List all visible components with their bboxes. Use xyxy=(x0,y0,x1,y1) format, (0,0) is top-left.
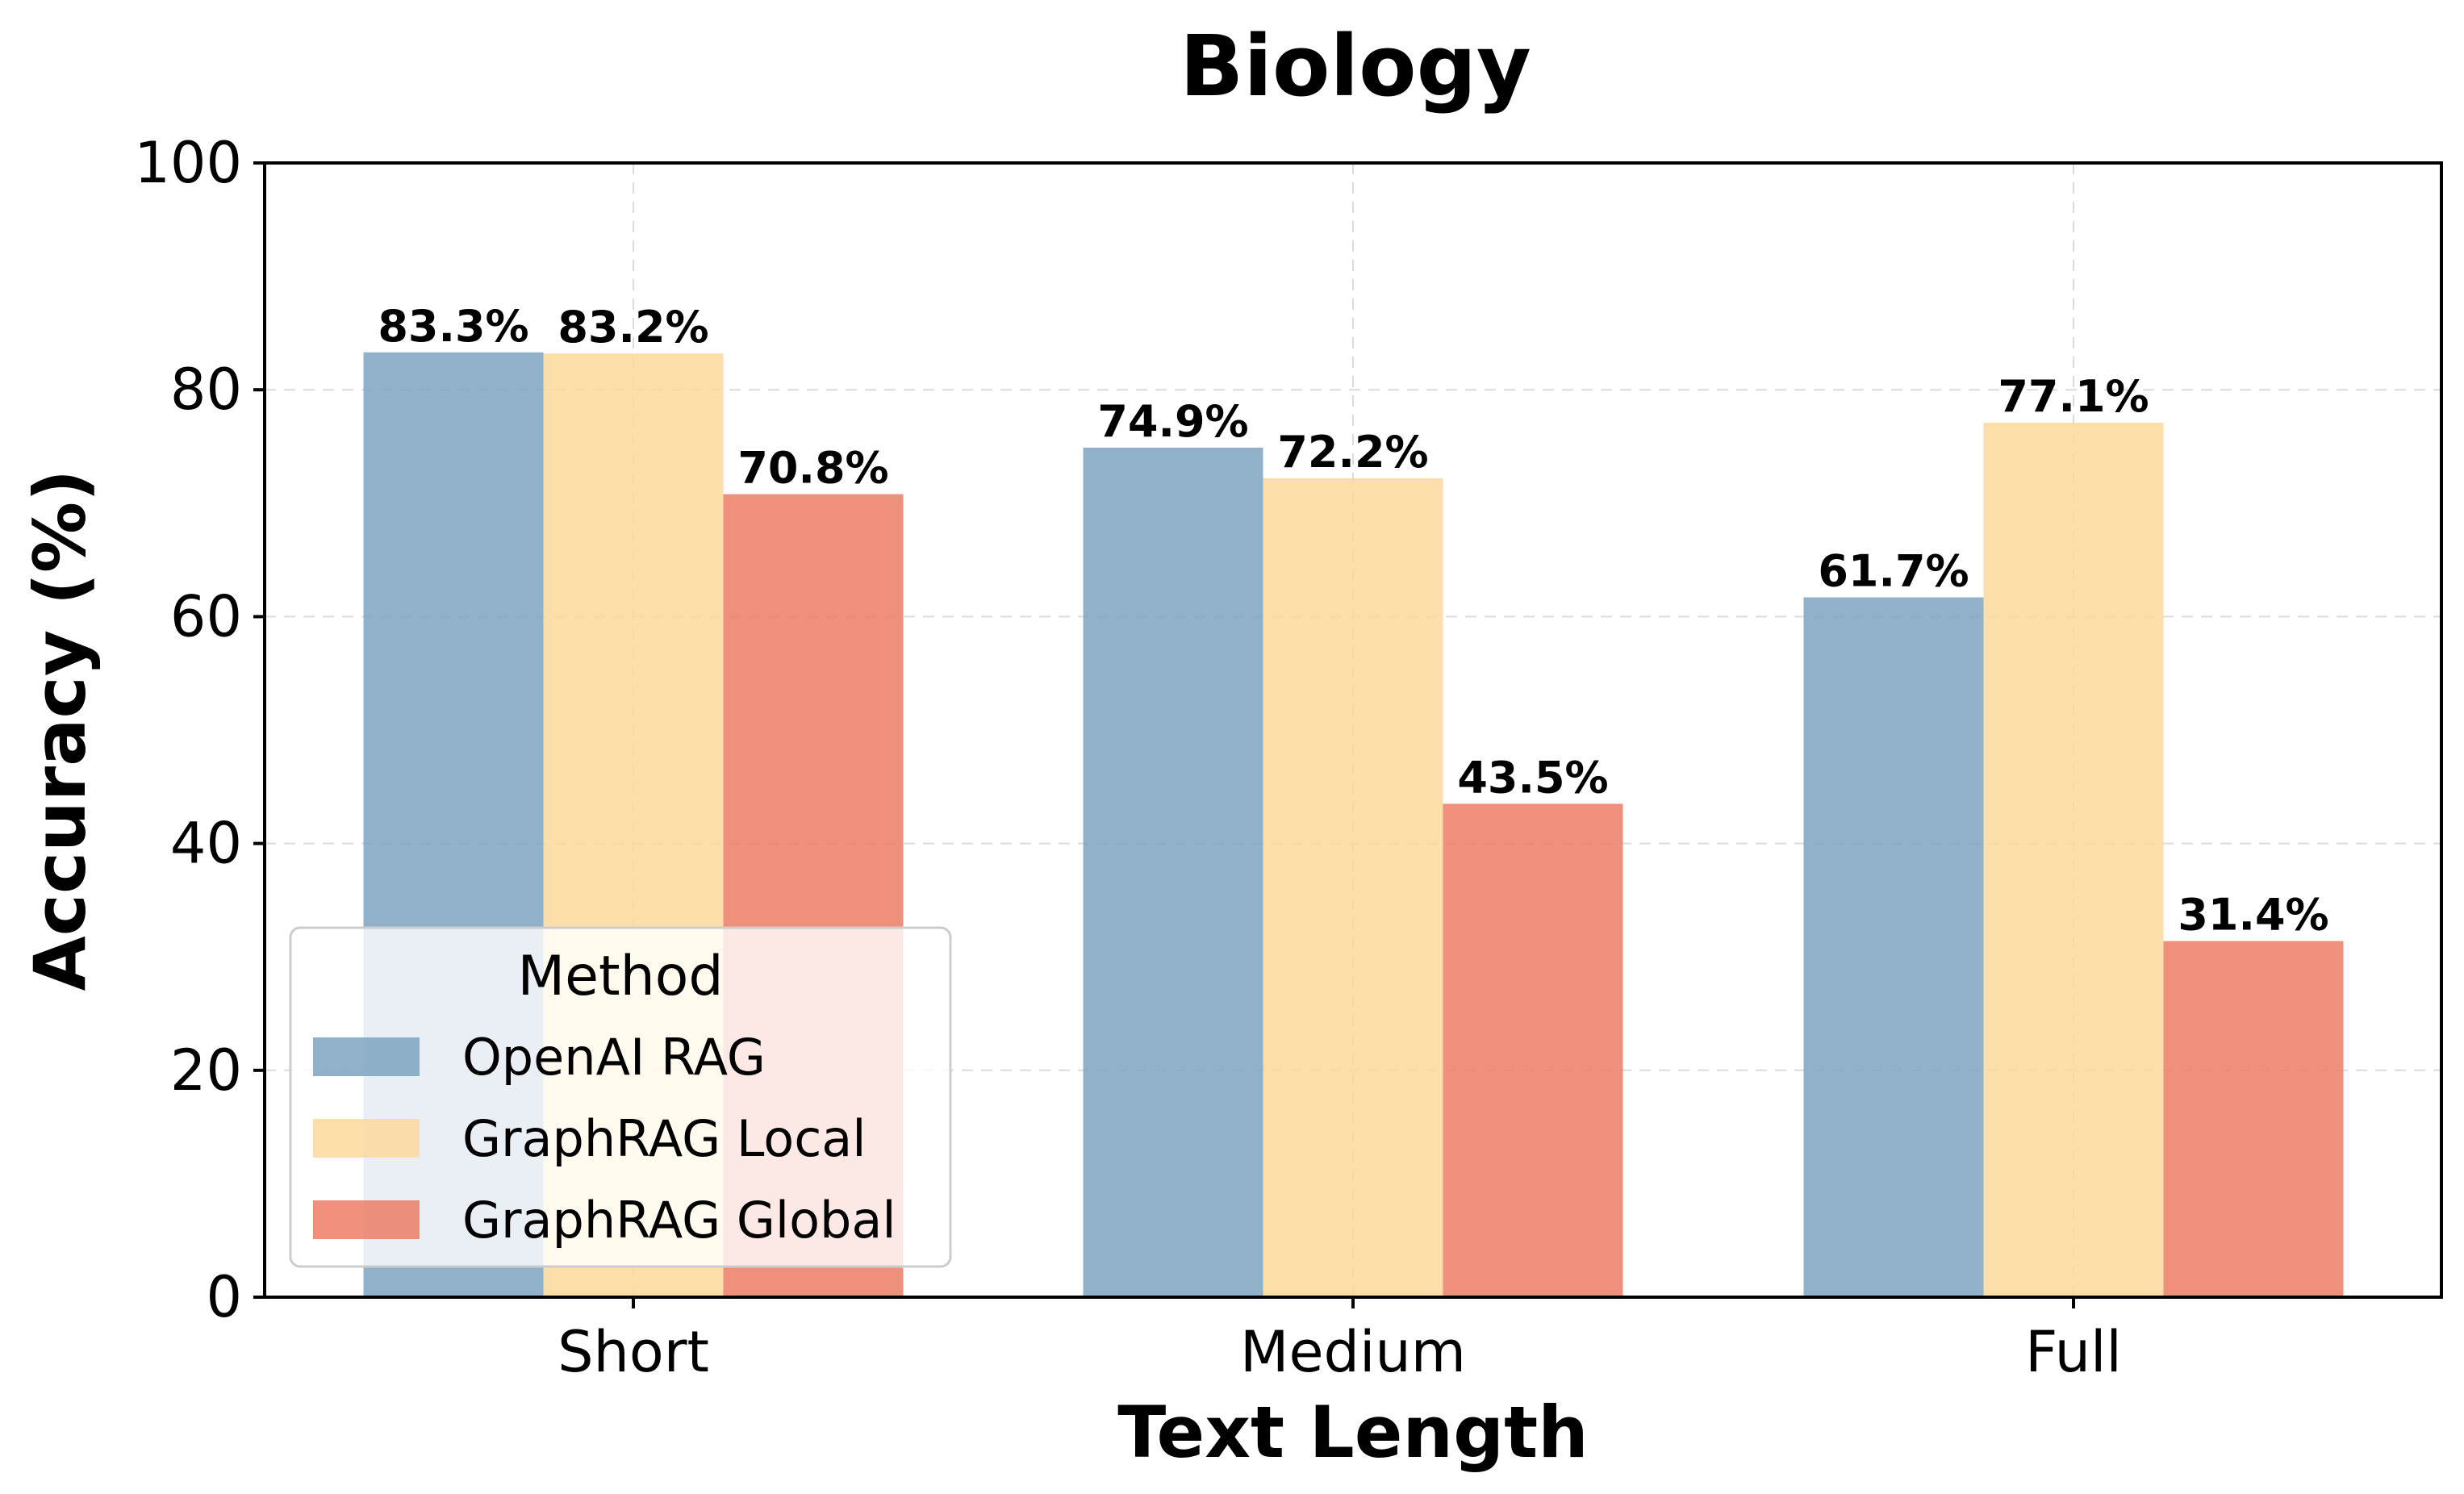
bar-openai-rag-full xyxy=(1803,597,1984,1297)
value-label: 83.3% xyxy=(378,301,528,352)
bar-graphrag-global-medium xyxy=(1443,803,1623,1297)
value-label: 83.2% xyxy=(558,302,708,353)
x-tick-label: Full xyxy=(2025,1319,2122,1385)
y-axis-label: Accuracy (%) xyxy=(19,469,102,991)
legend-label: GraphRAG Local xyxy=(462,1109,867,1168)
value-label: 77.1% xyxy=(1998,371,2149,422)
bar-graphrag-global-full xyxy=(2163,941,2344,1297)
value-label: 43.5% xyxy=(1457,752,1608,803)
legend-title: Method xyxy=(517,945,723,1008)
value-label: 74.9% xyxy=(1097,396,1248,447)
x-tick-label: Short xyxy=(558,1319,709,1385)
y-tick-label: 60 xyxy=(170,583,242,649)
legend-label: GraphRAG Global xyxy=(462,1191,896,1250)
y-tick-label: 100 xyxy=(134,130,242,196)
legend: Method OpenAI RAG GraphRAG Local GraphRAG … xyxy=(289,926,952,1268)
legend-label: OpenAI RAG xyxy=(462,1028,766,1087)
value-label: 70.8% xyxy=(737,443,888,494)
y-tick-label: 40 xyxy=(170,811,242,877)
legend-items: OpenAI RAG GraphRAG Local GraphRAG Global xyxy=(313,1028,896,1250)
legend-swatch xyxy=(313,1119,420,1158)
legend-swatch xyxy=(313,1200,420,1239)
y-tick-label: 0 xyxy=(206,1264,242,1330)
chart-title: Biology xyxy=(1180,17,1531,115)
bar-graphrag-local-full xyxy=(1983,422,2164,1297)
legend-box xyxy=(289,926,952,1268)
x-tick-label: Medium xyxy=(1240,1319,1466,1385)
legend-swatch xyxy=(313,1037,420,1076)
value-label: 61.7% xyxy=(1818,545,1969,596)
y-axis: 0 20 40 60 80 100 xyxy=(134,130,265,1330)
value-label: 72.2% xyxy=(1277,427,1428,478)
x-axis-label: Text Length xyxy=(1117,1391,1589,1474)
bar-openai-rag-medium xyxy=(1083,447,1263,1297)
value-label: 31.4% xyxy=(2178,890,2328,941)
y-tick-label: 20 xyxy=(170,1037,242,1104)
y-tick-label: 80 xyxy=(170,357,242,423)
value-labels: 83.3% 74.9% 61.7% 83.2% 72.2% 77.1% 70.8% 43.5%… xyxy=(378,301,2328,941)
bar-graphrag-local-medium xyxy=(1263,478,1443,1297)
x-axis: Short Medium Full xyxy=(558,1297,2122,1385)
